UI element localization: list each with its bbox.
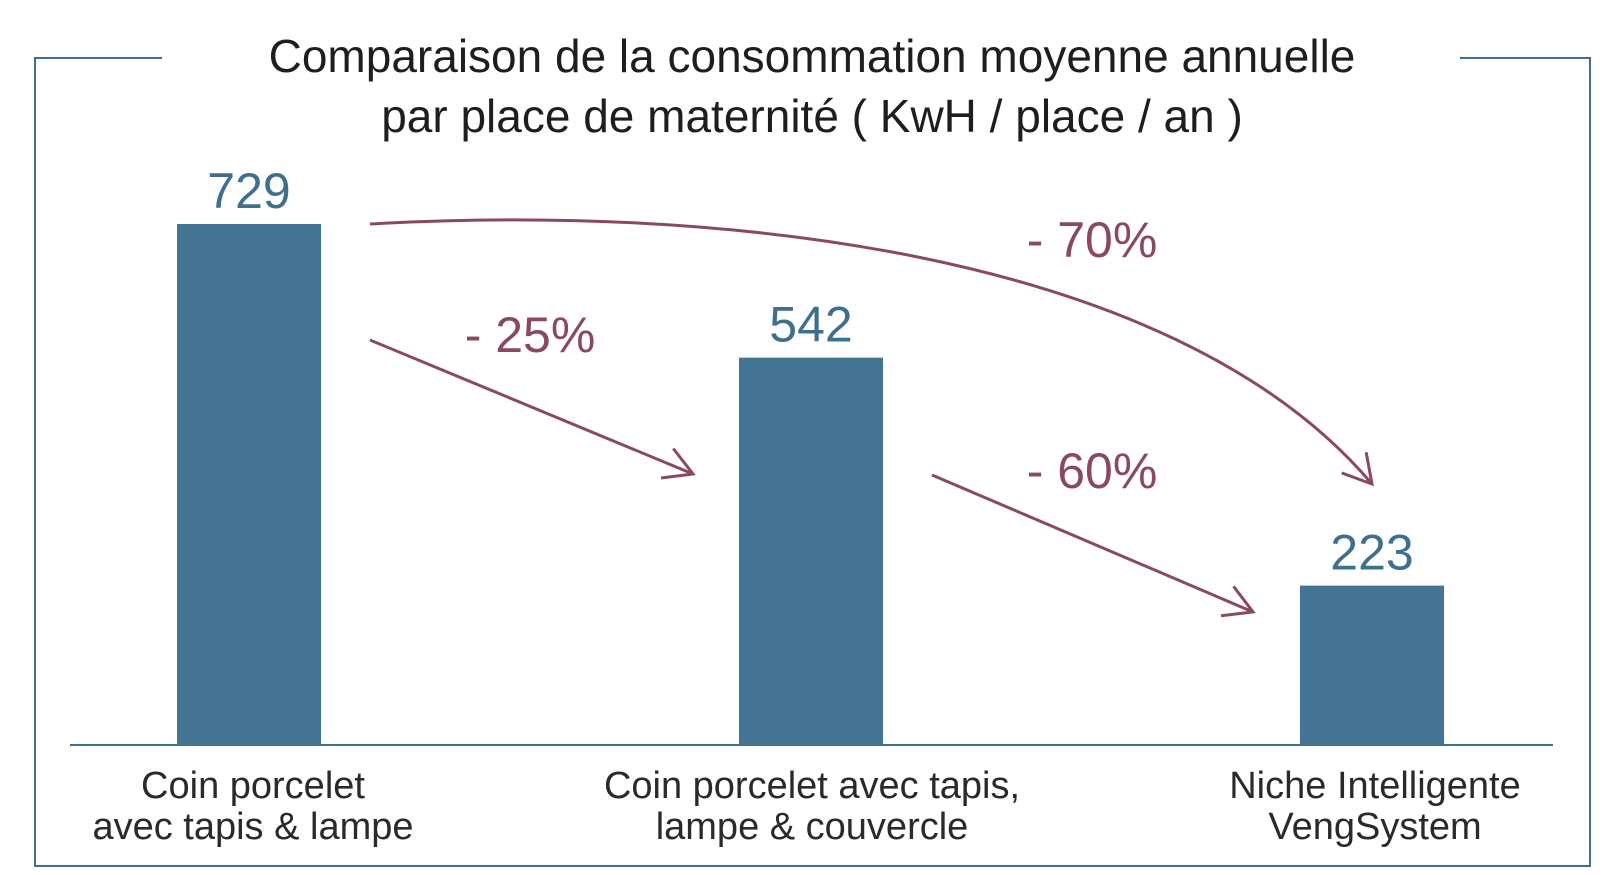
chart-frame-border [34,57,1591,867]
category-label-1-line-1: Coin porcelet [141,765,365,807]
category-label-2-line-1: Coin porcelet avec tapis, [604,765,1020,807]
arrow-reduction-60 [931,473,1256,618]
bar-value-label-niche-intelligente: 223 [1330,525,1413,581]
chart-title-line-2: par place de maternité ( KwH / place / a… [381,90,1243,142]
annotation-label-60: - 60% [1027,443,1158,499]
bar-coin-porcelet [177,224,321,745]
chart-title-line-1: Comparaison de la consommation moyenne a… [269,30,1356,82]
bars [177,224,1444,745]
category-label-3-line-1: Niche Intelligente [1229,765,1521,807]
bar-niche-intelligente [1300,585,1444,745]
bar-value-label-coin-porcelet: 729 [207,163,290,219]
category-label-1-line-2: avec tapis & lampe [92,806,413,848]
arrow-reduction-70 [369,218,1374,487]
annotation-label-25: - 25% [465,307,596,363]
bar-value-label-coin-porcelet-couvercle: 542 [769,297,852,353]
category-label-3-line-2: VengSystem [1268,806,1481,848]
arrow-reduction-25 [369,338,696,480]
category-label-2-line-2: lampe & couvercle [656,806,969,848]
bar-coin-porcelet-couvercle [739,357,883,745]
annotation-label-70: - 70% [1027,212,1158,268]
